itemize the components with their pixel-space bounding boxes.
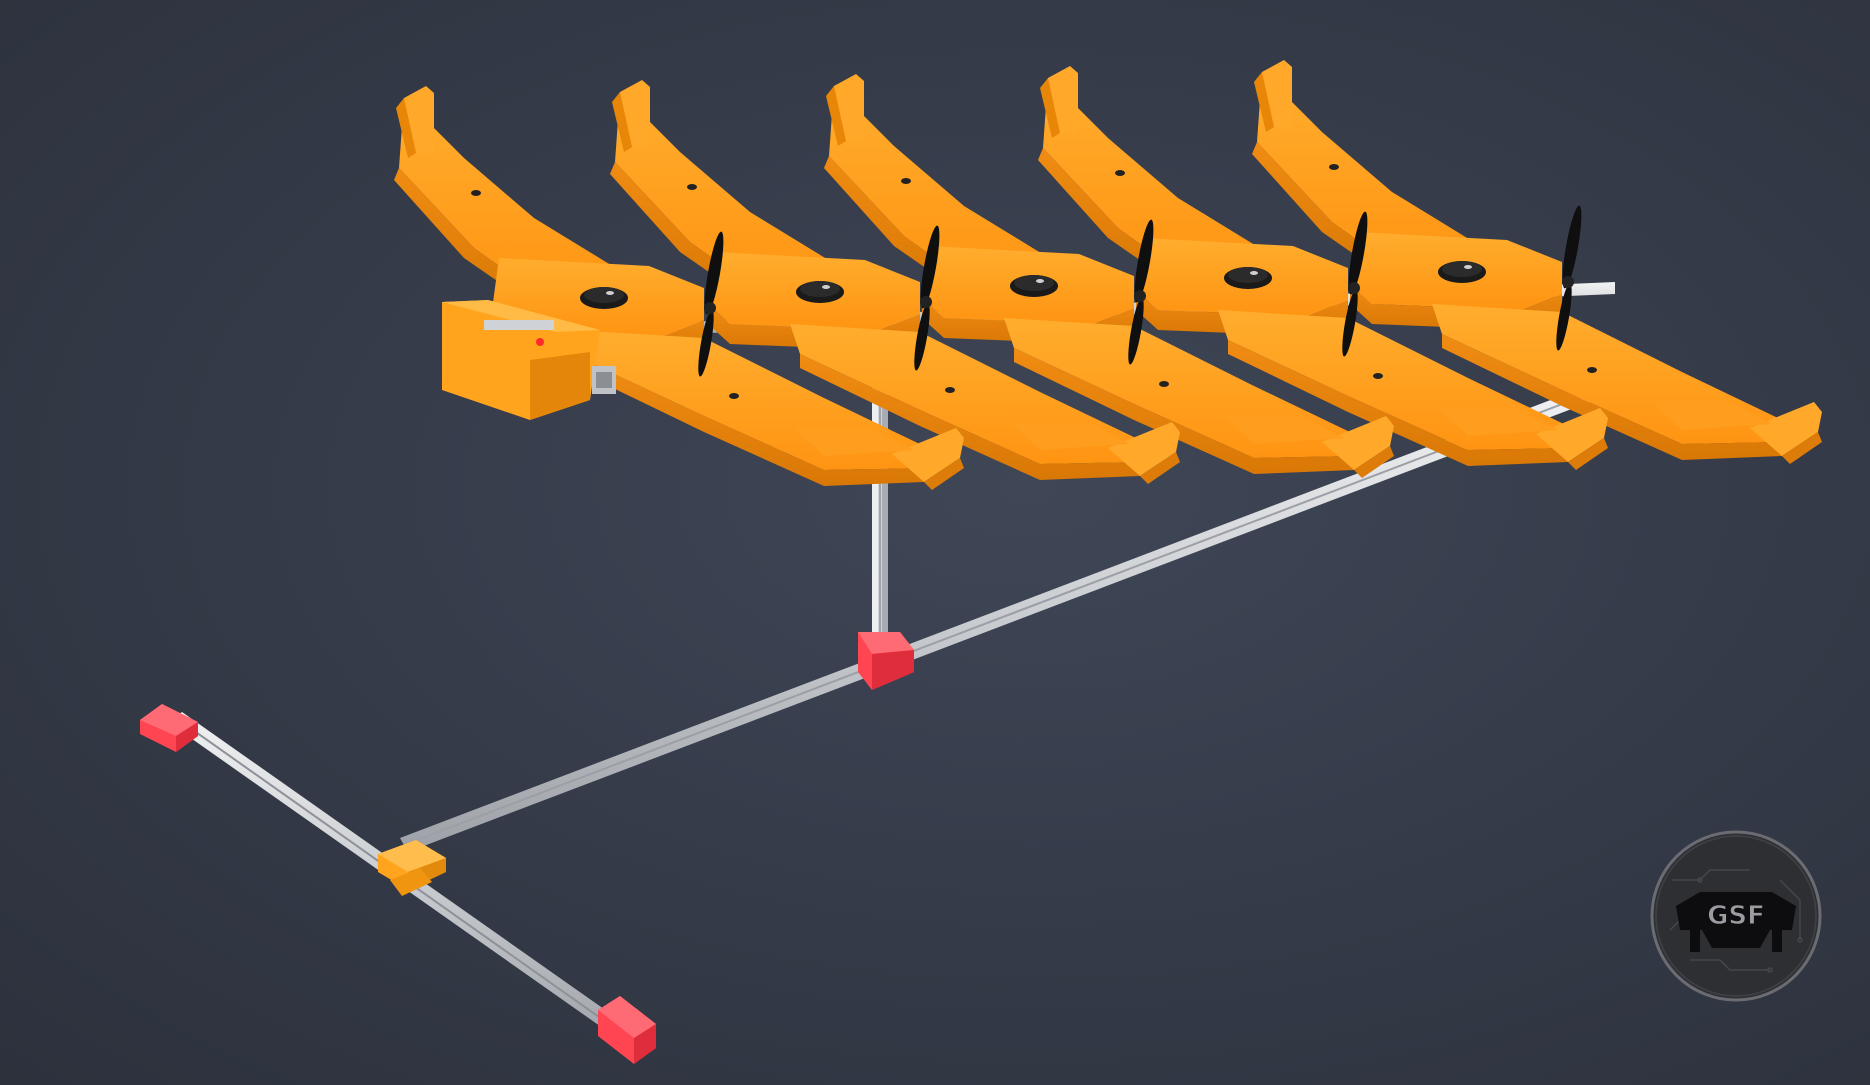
- foot-cap-right: [598, 996, 656, 1064]
- main-boom-rail: [400, 388, 1590, 852]
- watermark-label: GSF: [1707, 901, 1765, 931]
- junction-bracket: [378, 840, 446, 896]
- vertical-post: [872, 370, 888, 640]
- foot-cap-left: [140, 704, 198, 752]
- post-base-joint: [858, 632, 914, 690]
- launcher-carriage[interactable]: [442, 300, 616, 420]
- gsf-logo-icon: GSF: [1650, 830, 1822, 1002]
